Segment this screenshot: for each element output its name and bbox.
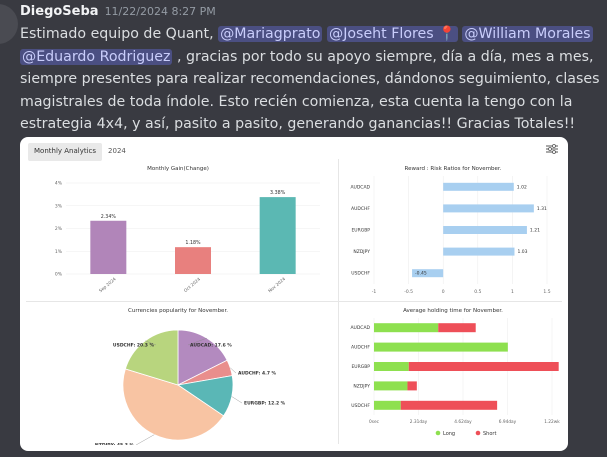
chart-title: Monthly Gain(Change) [147,166,209,172]
sliders-icon[interactable] [546,144,558,154]
bar [443,182,514,191]
slice-label: NZDJPY: 45.3 % [95,443,135,446]
x-tick-label: Sep 2024 [98,276,118,294]
chart-title: Currencies popularity for November. [128,308,228,314]
bar [412,269,444,278]
bar [90,220,127,274]
data-label: 3.38% [270,190,286,196]
legend-label: Short [483,431,496,437]
y-tick-label: 3% [55,203,63,209]
x-tick-label: Oct 2024 [183,276,202,293]
y-tick-label: 4% [55,181,63,187]
tab-monthly-analytics[interactable]: Monthly Analytics [28,143,103,161]
x-tick-label: 0.5 [474,289,481,295]
pie-slice [122,368,225,441]
y-tick-label: AUDCAD [350,325,370,331]
bar-segment [374,400,401,410]
x-tick-label: 1.5 [543,289,550,295]
bar-segment [408,362,559,371]
legend-label: Long [443,431,455,437]
y-tick-label: AUDCHF [351,206,370,212]
bar-segment [374,323,439,333]
x-tick-label: 1.22wk [544,419,560,425]
x-tick-label: 2.31day [410,419,428,425]
y-tick-label: EURGBP [351,228,370,234]
bar [443,226,527,234]
mention-william-morales[interactable]: @William Morales [462,26,593,42]
bar [259,197,296,274]
bar [443,247,515,256]
x-tick-label: -1 [372,289,377,295]
x-tick-label: 4.62day [454,419,472,425]
y-tick-label: USDCHF [351,403,370,409]
x-tick-label: Nov 2024 [267,276,287,294]
slice-label: EURGBP: 12.2 % [244,401,286,407]
data-label: 1.03 [517,249,527,255]
slice-label: AUDCAD: 17.6 % [190,343,232,349]
y-tick-label: USDCHF [351,271,370,277]
x-tick-label: 0 [442,289,445,295]
holding-time-chart: Average holding time for November. 0sec 2.… [342,303,564,445]
message-body: Estimado equipo de Quant, @Mariagprato @… [20,23,600,136]
chart-title: Reward : Risk Ratios for November. [405,166,502,172]
data-label: 1.02 [517,184,527,190]
tab-year[interactable]: 2024 [108,147,126,155]
mention-joseht-flores[interactable]: @Joseht Flores 📍 [327,26,458,42]
y-tick-label: AUDCAD [350,184,370,190]
bar-segment [407,381,417,391]
legend-marker [475,430,481,436]
data-label: -0.45 [415,271,427,277]
currency-popularity-chart: Currencies popularity for November. AUDCA… [28,303,328,445]
analytics-image[interactable]: Monthly Analytics 2024 Monthly Gain(Chan… [20,137,568,451]
author-name[interactable]: DiegoSeba [20,4,99,19]
chart-title: Average holding time for November. [403,308,503,314]
message-intro: Estimado equipo de Quant, [20,26,219,42]
reward-risk-chart: Reward : Risk Ratios for November. -1 -0.5… [342,161,564,301]
message-timestamp: 11/22/2024 8:27 PM [104,5,216,18]
y-tick-label: AUDCHF [351,345,370,351]
slice-label: AUDCHF: 4.7 % [238,371,277,377]
user-avatar[interactable] [0,4,18,44]
y-tick-label: 0% [55,272,63,278]
y-tick-label: 2% [55,226,63,232]
message-text: , gracias por todo su apoyo siempre, día… [20,48,600,133]
analytics-tabs: Monthly Analytics 2024 [28,143,132,161]
x-tick-label: 6.94day [499,419,517,425]
data-label: 1.18% [185,240,201,246]
bar-segment [374,381,408,391]
y-tick-label: EURGBP [351,364,370,370]
y-tick-label: 1% [55,249,63,255]
x-tick-label: -0.5 [404,289,413,295]
bar-segment [374,362,409,371]
x-tick-label: 1 [511,289,514,295]
y-tick-label: NZDJPY [353,249,370,255]
slice-label: USDCHF: 20.3 % [113,343,155,349]
bar-segment [374,342,508,352]
message-header: DiegoSeba 11/22/2024 8:27 PM [20,4,216,19]
y-tick-label: NZDJPY [353,383,370,389]
bar-segment [400,400,498,410]
x-tick-label: 0sec [369,419,380,425]
mention-eduardo-rodriguez[interactable]: @Eduardo Rodriguez [20,48,173,65]
monthly-gain-chart: Monthly Gain(Change) 0% 1% 2% 3% 4% 2.34% Sep 2… [28,161,328,301]
data-label: 2.34% [101,214,117,220]
legend-marker [435,430,441,436]
mention-mariagprato[interactable]: @Mariagprato [218,26,323,42]
data-label: 1.31 [537,206,547,212]
data-label: 1.21 [530,228,540,234]
bar [443,204,534,213]
bar [175,247,211,274]
bar-segment [438,323,476,333]
